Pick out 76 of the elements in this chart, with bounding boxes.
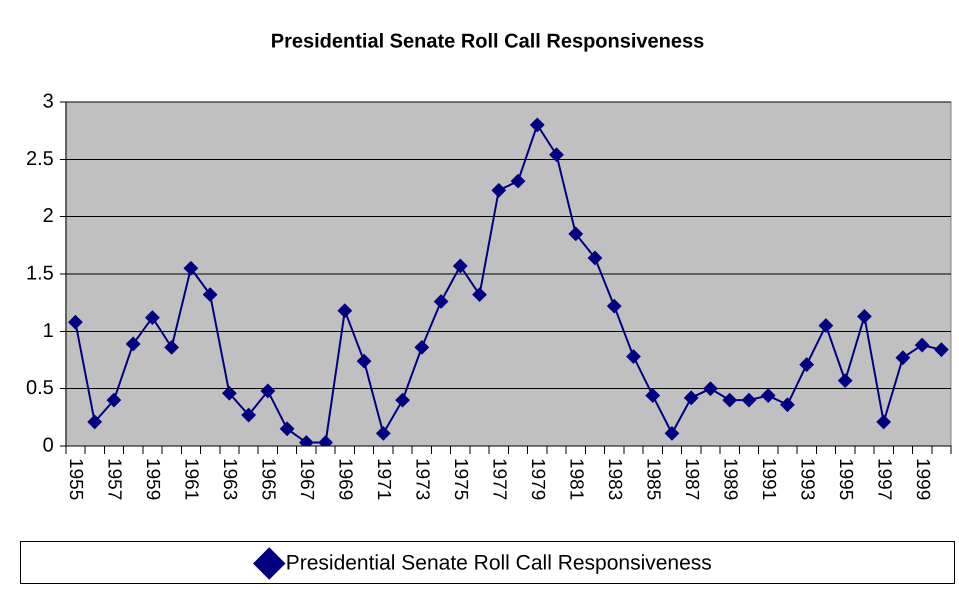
point [164,340,179,354]
point [703,382,718,396]
legend-label: Presidential Senate Roll Call Responsiveness [286,551,712,574]
point [780,398,794,412]
point [530,118,544,132]
x-tick-label: 1959 [142,458,164,500]
x-tick-label: 1957 [104,458,125,500]
x-tick-label: 1961 [180,458,202,500]
x-tick-label: 1991 [758,458,779,500]
point [126,336,140,351]
x-tick-label: 1989 [719,458,740,500]
point [588,250,602,265]
point [722,393,737,408]
point [222,386,236,400]
x-tick-label: 1955 [65,458,86,500]
y-tick-label: 1.5 [26,262,54,285]
point [800,358,814,372]
x-tick-label: 1979 [527,458,548,500]
point [145,310,160,325]
x-tick-label: 1997 [873,458,894,500]
x-tick-label: 1999 [912,458,933,500]
x-tick-label: 1987 [680,458,702,500]
x-tick-label: 1993 [796,458,818,500]
point [184,261,198,276]
x-tick-label: 1967 [296,458,318,500]
x-tick-label: 1977 [488,458,510,500]
y-tick-label: 1 [42,320,54,342]
x-tick-label: 1969 [334,458,356,500]
point [915,338,930,352]
y-tick-label: 2 [42,205,54,228]
point [242,408,256,422]
x-tick-label: 1965 [258,458,279,500]
point [106,393,121,408]
point [472,288,487,302]
point [761,388,776,403]
point [434,294,448,309]
point [396,393,410,408]
x-tick-label: 1995 [834,458,856,500]
point [934,342,948,357]
point [818,318,833,333]
point [607,299,622,314]
point [838,374,852,388]
point [492,183,506,198]
point [260,384,275,398]
chart-title: Presidential Senate Roll Call Responsiveness [270,30,704,53]
point [203,288,218,302]
point [68,315,82,330]
x-tick-label: 1975 [450,458,472,500]
point [511,174,526,188]
y-tick-label: 0.5 [26,377,54,400]
y-tick-label: 2.5 [26,148,54,170]
point [376,426,390,440]
x-tick-label: 1985 [642,458,664,500]
point [414,340,429,354]
point [338,304,352,318]
y-tick-label: 0 [42,434,54,457]
point [664,426,679,440]
x-tick-label: 1971 [373,458,394,500]
point [857,309,872,324]
point [742,393,756,408]
x-tick-label: 1973 [412,458,433,500]
point [453,258,468,273]
point [357,354,372,368]
x-tick-label: 1983 [604,458,626,500]
point [88,414,102,429]
point [568,226,583,241]
point [896,350,910,365]
point [684,390,698,405]
x-tick-label: 1981 [566,458,587,500]
point [626,350,640,364]
point [550,148,564,162]
point [876,414,891,429]
point [646,388,660,403]
point [280,422,294,436]
y-tick-label: 3 [42,90,54,113]
x-tick-label: 1963 [219,458,240,500]
